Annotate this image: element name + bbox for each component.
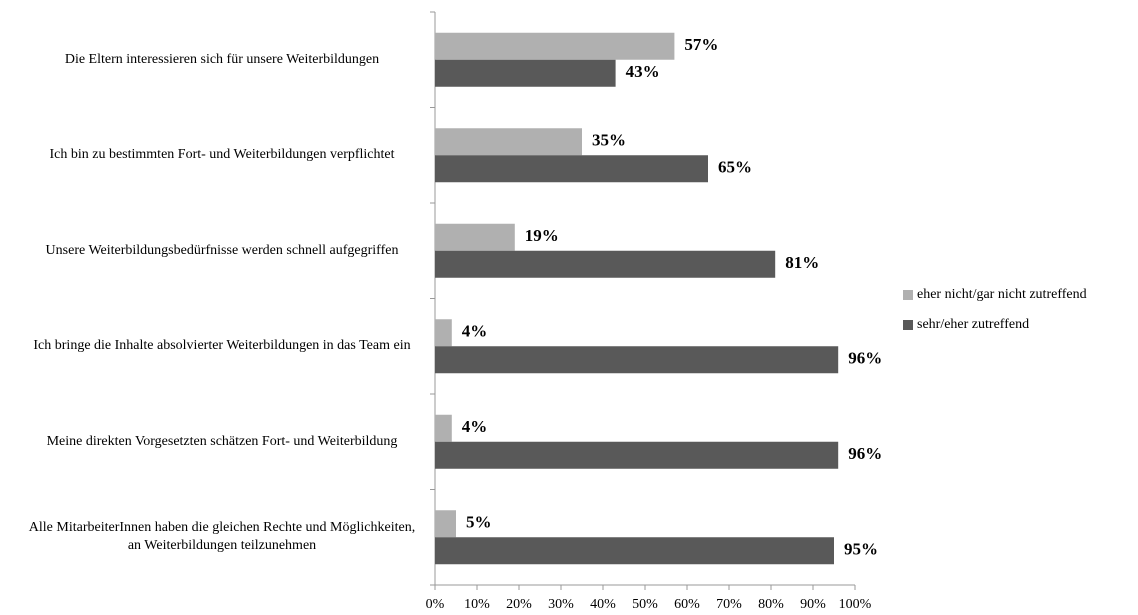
x-tick-label: 70%	[716, 597, 742, 612]
x-tick-label: 30%	[548, 597, 574, 612]
value-label: 4%	[462, 322, 488, 341]
category-label: Unsere Weiterbildungsbedürfnisse werden …	[45, 242, 399, 258]
x-tick-label: 40%	[590, 597, 616, 612]
legend-swatch	[903, 290, 913, 300]
bar	[435, 128, 582, 156]
value-label: 95%	[844, 540, 878, 559]
bar	[435, 346, 839, 374]
x-tick-label: 50%	[632, 597, 658, 612]
bar	[435, 441, 839, 469]
value-label: 65%	[718, 158, 752, 177]
bar	[435, 250, 776, 278]
legend-swatch	[903, 320, 913, 330]
bar	[435, 510, 456, 538]
bar	[435, 223, 515, 251]
bar	[435, 155, 708, 183]
category-label: Alle MitarbeiterInnen haben die gleichen…	[28, 520, 416, 554]
x-tick-label: 80%	[758, 597, 784, 612]
legend-label: eher nicht/gar nicht zutreffend	[917, 287, 1087, 302]
value-label: 19%	[525, 226, 559, 245]
value-label: 57%	[684, 35, 718, 54]
bar	[435, 32, 675, 60]
value-label: 96%	[848, 349, 882, 368]
x-tick-label: 10%	[464, 597, 490, 612]
category-label: Die Eltern interessieren sich für unsere…	[64, 51, 380, 67]
category-label: Ich bin zu bestimmten Fort- und Weiterbi…	[49, 147, 395, 163]
category-label: Meine direkten Vorgesetzten schätzen For…	[46, 433, 398, 449]
category-label: Ich bringe die Inhalte absolvierter Weit…	[33, 338, 411, 354]
value-label: 96%	[848, 444, 882, 463]
x-tick-label: 60%	[674, 597, 700, 612]
x-tick-label: 90%	[800, 597, 826, 612]
value-label: 4%	[462, 417, 488, 436]
value-label: 43%	[626, 62, 660, 81]
value-label: 5%	[466, 513, 492, 532]
legend-label: sehr/eher zutreffend	[917, 317, 1029, 332]
bar	[435, 59, 616, 87]
x-tick-label: 20%	[506, 597, 532, 612]
bar	[435, 319, 452, 347]
x-tick-label: 0%	[426, 597, 445, 612]
value-label: 81%	[785, 253, 819, 272]
value-label: 35%	[592, 131, 626, 150]
x-tick-label: 100%	[839, 597, 872, 612]
bar	[435, 537, 834, 565]
bar	[435, 414, 452, 442]
